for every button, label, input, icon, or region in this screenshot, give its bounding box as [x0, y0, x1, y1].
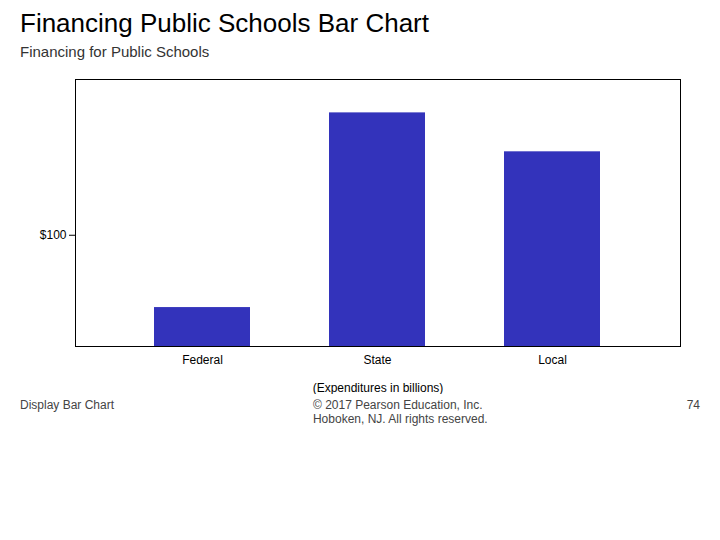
- html-text:Display Bar Chart: Display Bar Chart: [20, 398, 114, 412]
- svg-text:State: State: [363, 353, 391, 367]
- html-text:74: 74: [686, 398, 700, 412]
- html-text:© 2017 Pearson Education, Inc.: © 2017 Pearson Education, Inc. Hoboken, …: [313, 398, 488, 426]
- html-text:Financing Public Schools Bar C: Financing Public Schools Bar Chart: [20, 8, 429, 38]
- svg-text:Local: Local: [538, 353, 567, 367]
- svg-text:Federal: Federal: [182, 353, 223, 367]
- html-text:Financing for Public Schools: Financing for Public Schools: [20, 43, 210, 60]
- svg-text:$100: $100: [40, 228, 67, 242]
- svg-text:(Expenditures in billions): (Expenditures in billions): [313, 381, 444, 395]
